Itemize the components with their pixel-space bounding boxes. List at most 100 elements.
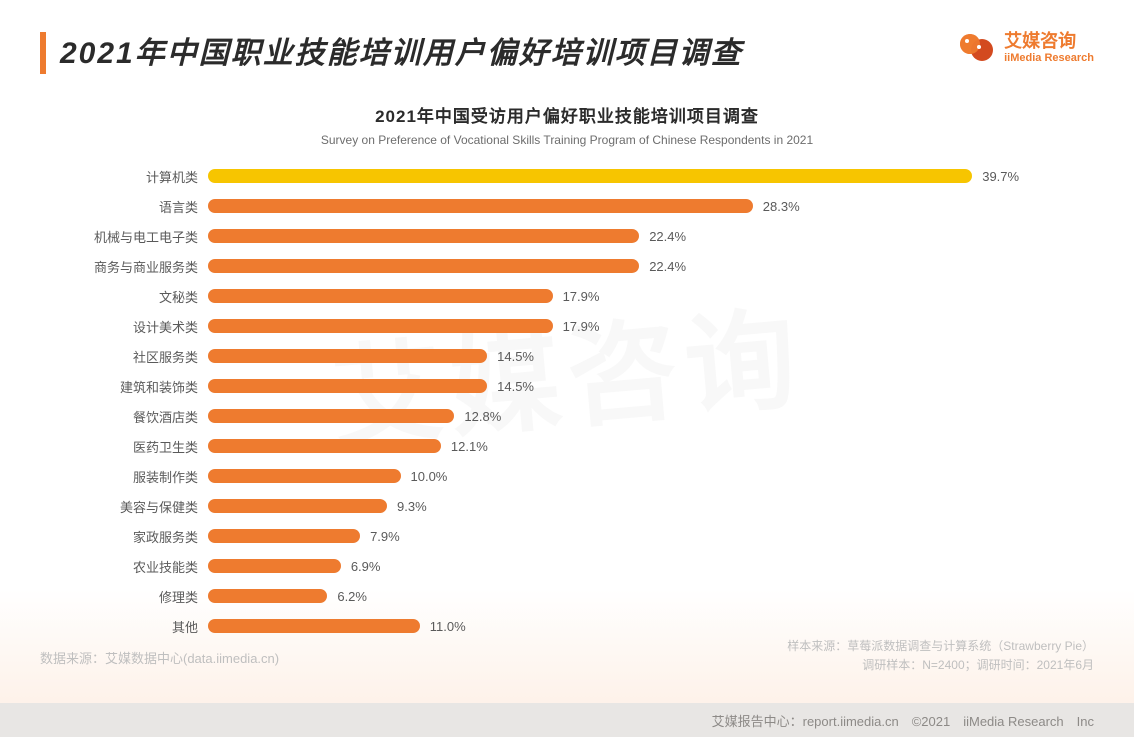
- bar-value: 22.4%: [649, 229, 686, 244]
- bar-track: 28.3%: [208, 199, 978, 213]
- bar-fill: [208, 469, 401, 483]
- bar-value: 17.9%: [563, 289, 600, 304]
- bar-row: 机械与电工电子类 22.4%: [80, 225, 1084, 247]
- bar-label: 修理类: [80, 587, 208, 606]
- chart-title-en: Survey on Preference of Vocational Skill…: [50, 133, 1084, 147]
- bar-row: 家政服务类 7.9%: [80, 525, 1084, 547]
- bar-row: 美容与保健类 9.3%: [80, 495, 1084, 517]
- bar-track: 11.0%: [208, 619, 978, 633]
- bar-fill: [208, 229, 639, 243]
- footer-source-left: 数据来源：艾媒数据中心(data.iimedia.cn): [40, 648, 279, 667]
- bar-label: 商务与商业服务类: [80, 257, 208, 276]
- bar-value: 14.5%: [497, 349, 534, 364]
- bar-label: 餐饮酒店类: [80, 407, 208, 426]
- bar-row: 语言类 28.3%: [80, 195, 1084, 217]
- bar-label: 美容与保健类: [80, 497, 208, 516]
- bar-list: 计算机类 39.7% 语言类 28.3% 机械与电工电子类 22.4% 商务与商业服务类 22…: [50, 165, 1084, 637]
- footer-source-right: 样本来源：草莓派数据调查与计算系统（Strawberry Pie） 调研样本：N…: [787, 637, 1094, 675]
- bar-fill: [208, 349, 487, 363]
- bar-value: 22.4%: [649, 259, 686, 274]
- accent-bar: [40, 32, 46, 74]
- page-title: 2021年中国职业技能培训用户偏好培训项目调查: [60, 28, 743, 72]
- bar-value: 12.1%: [451, 439, 488, 454]
- bar-value: 6.2%: [337, 589, 367, 604]
- bar-row: 商务与商业服务类 22.4%: [80, 255, 1084, 277]
- bar-track: 22.4%: [208, 229, 978, 243]
- bar-row: 建筑和装饰类 14.5%: [80, 375, 1084, 397]
- bar-label: 服装制作类: [80, 467, 208, 486]
- bar-label: 文秘类: [80, 287, 208, 306]
- brand-logo: 艾媒咨询 iiMedia Research: [956, 28, 1094, 68]
- bar-row: 餐饮酒店类 12.8%: [80, 405, 1084, 427]
- bar-track: 22.4%: [208, 259, 978, 273]
- footer-right-line2: 调研样本：N=2400；调研时间：2021年6月: [787, 656, 1094, 675]
- bar-row: 其他 11.0%: [80, 615, 1084, 637]
- bar-track: 6.2%: [208, 589, 978, 603]
- bar-label: 家政服务类: [80, 527, 208, 546]
- bar-fill: [208, 319, 553, 333]
- content-area: 2021年中国职业技能培训用户偏好培训项目调查 艾媒咨询 iiMedia Res…: [0, 0, 1134, 637]
- bar-value: 10.0%: [411, 469, 448, 484]
- bar-row: 设计美术类 17.9%: [80, 315, 1084, 337]
- logo-cn: 艾媒咨询: [1004, 32, 1094, 52]
- bar-value: 7.9%: [370, 529, 400, 544]
- bar-label: 医药卫生类: [80, 437, 208, 456]
- bar-value: 6.9%: [351, 559, 381, 574]
- bar-row: 修理类 6.2%: [80, 585, 1084, 607]
- bar-track: 6.9%: [208, 559, 978, 573]
- logo-text: 艾媒咨询 iiMedia Research: [1004, 32, 1094, 64]
- bar-track: 14.5%: [208, 379, 978, 393]
- chart-titles: 2021年中国受访用户偏好职业技能培训项目调查 Survey on Prefer…: [50, 102, 1084, 147]
- bar-row: 农业技能类 6.9%: [80, 555, 1084, 577]
- bar-fill: [208, 259, 639, 273]
- bar-row: 医药卫生类 12.1%: [80, 435, 1084, 457]
- bar-track: 14.5%: [208, 349, 978, 363]
- logo-mark-icon: [956, 28, 996, 68]
- bottom-bar-text: 艾媒报告中心：report.iimedia.cn ©2021 iiMedia R…: [712, 711, 1094, 730]
- bar-fill: [208, 199, 753, 213]
- bar-value: 12.8%: [464, 409, 501, 424]
- bar-label: 计算机类: [80, 167, 208, 186]
- bar-fill: [208, 379, 487, 393]
- bar-fill: [208, 589, 327, 603]
- bar-value: 11.0%: [430, 619, 466, 634]
- footer-right-line1: 样本来源：草莓派数据调查与计算系统（Strawberry Pie）: [787, 637, 1094, 656]
- bar-track: 17.9%: [208, 289, 978, 303]
- bar-label: 设计美术类: [80, 317, 208, 336]
- title-wrap: 2021年中国职业技能培训用户偏好培训项目调查: [40, 28, 743, 74]
- bottom-bar: 艾媒报告中心：report.iimedia.cn ©2021 iiMedia R…: [0, 703, 1134, 737]
- bar-label: 农业技能类: [80, 557, 208, 576]
- bar-label: 语言类: [80, 197, 208, 216]
- bar-track: 17.9%: [208, 319, 978, 333]
- bar-track: 9.3%: [208, 499, 978, 513]
- bar-track: 39.7%: [208, 169, 1019, 183]
- bar-fill: [208, 619, 420, 633]
- bar-value: 14.5%: [497, 379, 534, 394]
- bar-fill: [208, 499, 387, 513]
- bar-row: 文秘类 17.9%: [80, 285, 1084, 307]
- chart-title-cn: 2021年中国受访用户偏好职业技能培训项目调查: [50, 102, 1084, 127]
- bar-fill: [208, 289, 553, 303]
- chart-area: 2021年中国受访用户偏好职业技能培训项目调查 Survey on Prefer…: [40, 102, 1094, 637]
- bar-label: 建筑和装饰类: [80, 377, 208, 396]
- bar-fill: [208, 559, 341, 573]
- bar-fill: [208, 529, 360, 543]
- bar-value: 17.9%: [563, 319, 600, 334]
- bar-row: 社区服务类 14.5%: [80, 345, 1084, 367]
- header: 2021年中国职业技能培训用户偏好培训项目调查 艾媒咨询 iiMedia Res…: [40, 28, 1094, 74]
- bar-track: 12.1%: [208, 439, 978, 453]
- bar-fill: [208, 169, 972, 183]
- bar-value: 39.7%: [982, 169, 1019, 184]
- bar-value: 28.3%: [763, 199, 800, 214]
- logo-en: iiMedia Research: [1004, 52, 1094, 64]
- bar-fill: [208, 409, 454, 423]
- bar-label: 其他: [80, 617, 208, 636]
- bar-track: 10.0%: [208, 469, 978, 483]
- bar-row: 计算机类 39.7%: [80, 165, 1084, 187]
- bar-row: 服装制作类 10.0%: [80, 465, 1084, 487]
- bar-label: 机械与电工电子类: [80, 227, 208, 246]
- bar-value: 9.3%: [397, 499, 427, 514]
- bar-fill: [208, 439, 441, 453]
- bar-label: 社区服务类: [80, 347, 208, 366]
- bar-track: 12.8%: [208, 409, 978, 423]
